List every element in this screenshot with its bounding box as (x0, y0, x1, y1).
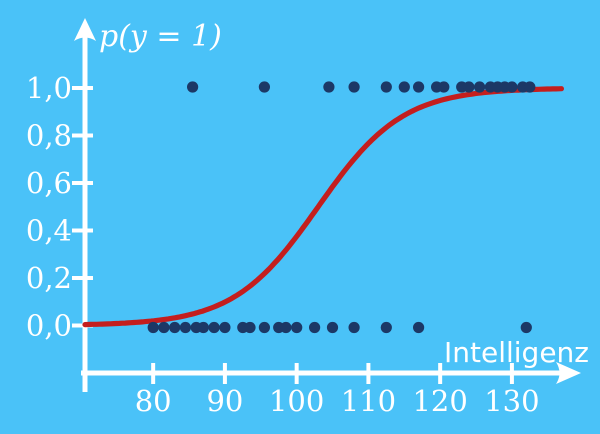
y-tick-label: 0,4 (26, 214, 72, 248)
points-group (147, 81, 536, 334)
data-point-y0 (326, 321, 339, 334)
data-point-y1 (463, 81, 475, 93)
data-point-y0 (280, 321, 292, 334)
data-point-y1 (323, 81, 335, 93)
data-point-y1 (438, 81, 450, 93)
y-axis-arrow-icon (74, 18, 96, 41)
data-point-y0 (158, 321, 170, 334)
data-point-y1 (348, 81, 360, 93)
axes-group: 0,0 0,2 0,4 0,6 0,8 1,0 80 90 100 110 120 130 (26, 18, 581, 418)
data-point-y0 (208, 321, 220, 334)
data-point-y0 (413, 321, 425, 334)
data-point-y1 (506, 81, 518, 93)
data-point-y0 (309, 321, 321, 334)
data-point-y1 (380, 81, 392, 93)
y-tick-label: 1,0 (26, 71, 72, 105)
x-axis-label: Intelligenz (444, 336, 589, 369)
x-tick-label: 90 (206, 384, 243, 418)
x-tick-label: 110 (341, 384, 396, 418)
data-point-y1 (398, 81, 410, 93)
data-point-y0 (219, 321, 231, 334)
y-tick-label: 0,2 (26, 261, 72, 295)
data-point-y0 (179, 321, 191, 334)
data-point-y1 (258, 81, 270, 93)
data-point-y0 (244, 321, 256, 334)
data-point-y0 (348, 321, 360, 334)
data-point-y0 (258, 321, 270, 334)
data-point-y0 (147, 321, 159, 334)
data-point-y1 (187, 81, 199, 93)
x-axis-arrow-icon (556, 362, 581, 384)
y-axis-title: p(y = 1) (99, 19, 222, 54)
data-point-y0 (169, 321, 181, 334)
y-tick-label: 0,6 (26, 166, 72, 200)
data-point-y0 (291, 321, 303, 334)
x-tick-label: 100 (269, 384, 324, 418)
x-tick-label: 120 (412, 384, 467, 418)
curve-group (82, 86, 564, 328)
logistic-curve (82, 86, 564, 328)
data-point-y1 (524, 81, 536, 93)
data-point-y1 (474, 81, 486, 93)
y-tick-label: 0,0 (26, 309, 72, 343)
data-point-y0 (380, 321, 392, 334)
data-point-y0 (520, 321, 532, 334)
x-tick-label: 130 (484, 384, 539, 418)
x-tick-label: 80 (135, 384, 172, 418)
data-point-y0 (197, 321, 209, 334)
y-tick-label: 0,8 (26, 119, 72, 153)
data-point-y1 (413, 81, 425, 93)
